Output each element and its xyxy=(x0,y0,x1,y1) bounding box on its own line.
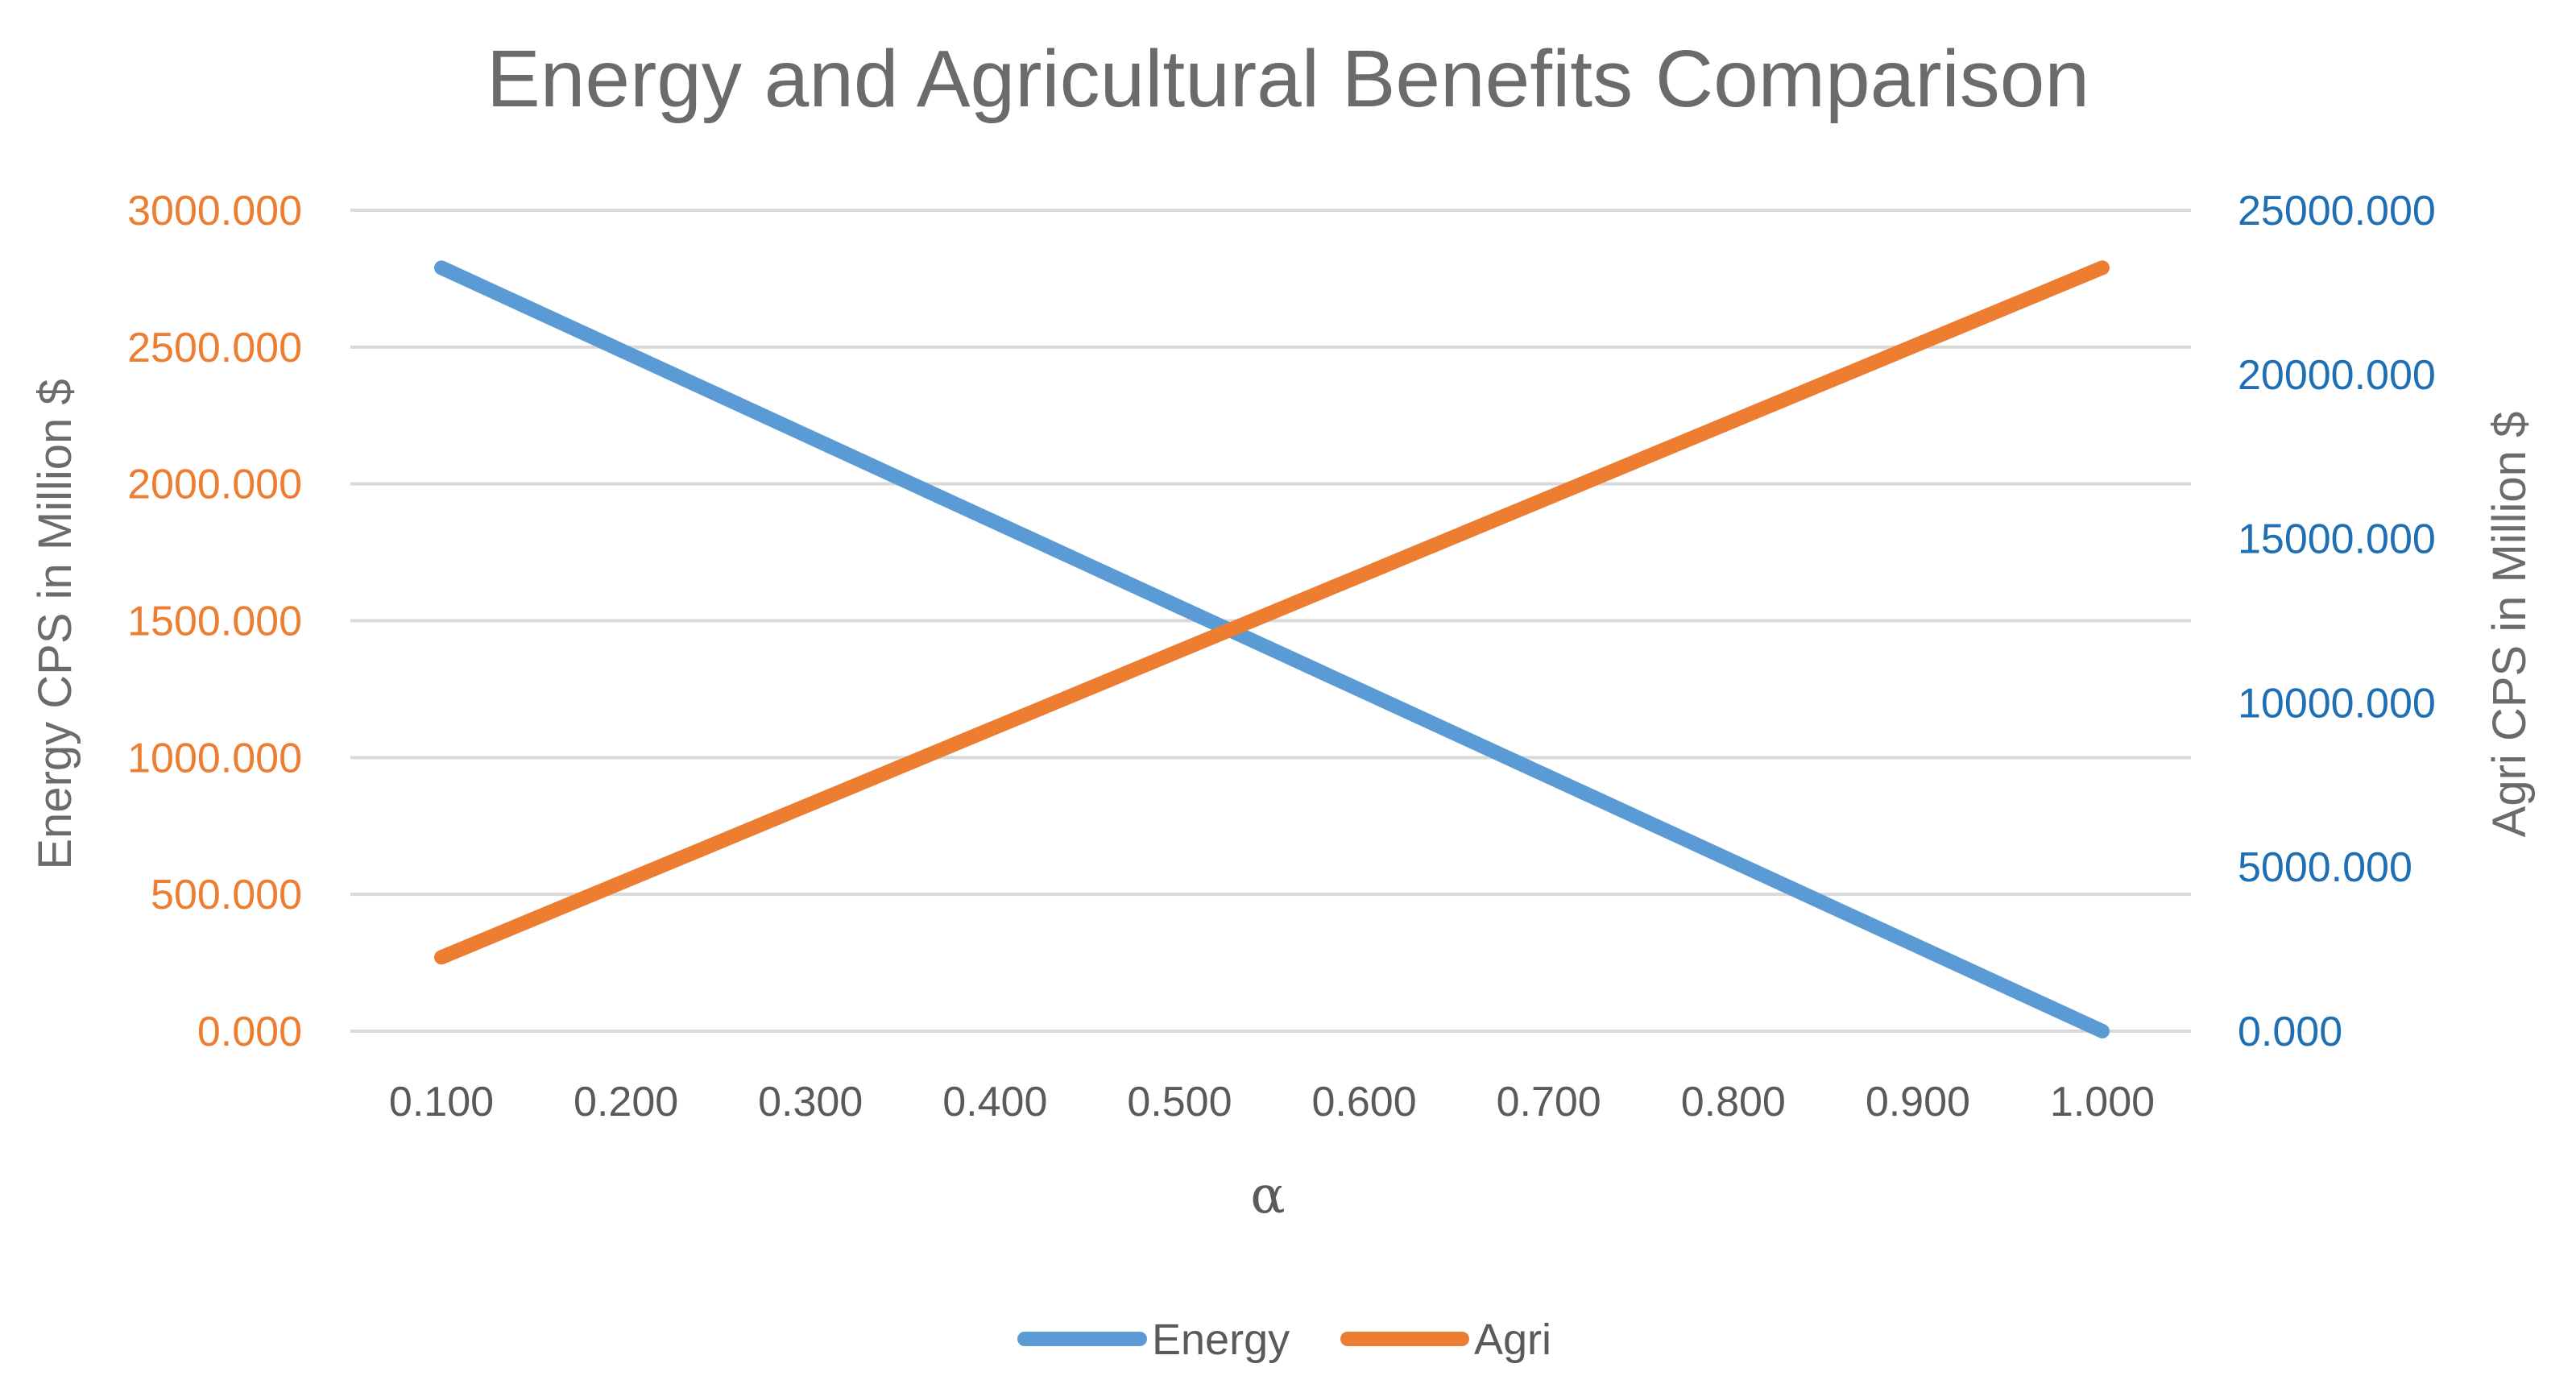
left-tick-label: 1500.000 xyxy=(127,599,302,645)
left-tick-label: 2500.000 xyxy=(127,325,302,371)
right-axis-ticks: 0.000 5000.000 10000.000 15000.000 20000.000… xyxy=(2238,188,2436,1055)
x-tick-label: 0.500 xyxy=(1127,1079,1232,1125)
x-tick-label: 0.400 xyxy=(942,1079,1047,1125)
x-axis-title: α xyxy=(1250,1166,1285,1225)
series-line-agri xyxy=(434,260,2110,965)
left-tick-label: 1000.000 xyxy=(127,735,302,781)
right-tick-label: 15000.000 xyxy=(2238,516,2436,563)
right-tick-label: 10000.000 xyxy=(2238,680,2436,727)
x-tick-label: 0.600 xyxy=(1311,1079,1416,1125)
chart-title: Energy and Agricultural Benefits Compari… xyxy=(487,34,2089,124)
left-tick-label: 2000.000 xyxy=(127,462,302,508)
x-tick-label: 0.300 xyxy=(758,1079,863,1125)
right-tick-label: 25000.000 xyxy=(2238,188,2436,234)
gridlines xyxy=(350,209,2191,1033)
x-axis-ticks: 0.100 0.200 0.300 0.400 0.500 0.600 0.700 0.800… xyxy=(389,1079,2155,1125)
right-tick-label: 20000.000 xyxy=(2238,352,2436,399)
left-axis-ticks: 0.000 500.000 1000.000 1500.000 2000.000 2500… xyxy=(127,188,302,1055)
left-tick-label: 3000.000 xyxy=(127,188,302,234)
right-tick-label: 5000.000 xyxy=(2238,844,2412,891)
legend-label-energy: Energy xyxy=(1152,1316,1290,1364)
x-tick-label: 0.900 xyxy=(1866,1079,1970,1125)
x-tick-label: 0.800 xyxy=(1681,1079,1786,1125)
left-tick-label: 0.000 xyxy=(197,1009,302,1055)
legend-label-agri: Agri xyxy=(1474,1316,1551,1364)
left-tick-label: 500.000 xyxy=(151,872,302,918)
x-tick-label: 0.100 xyxy=(389,1079,494,1125)
legend: Energy Agri xyxy=(1017,1316,1551,1364)
right-tick-label: 0.000 xyxy=(2238,1009,2342,1055)
series-line-energy xyxy=(434,260,2110,1038)
x-tick-label: 0.200 xyxy=(574,1079,678,1125)
x-tick-label: 1.000 xyxy=(2050,1079,2155,1125)
x-tick-label: 0.700 xyxy=(1497,1079,1601,1125)
left-axis-title: Energy CPS in Million $ xyxy=(29,379,81,869)
series-lines xyxy=(434,260,2110,1038)
right-axis-title: Agri CPS in Million $ xyxy=(2483,412,2536,838)
